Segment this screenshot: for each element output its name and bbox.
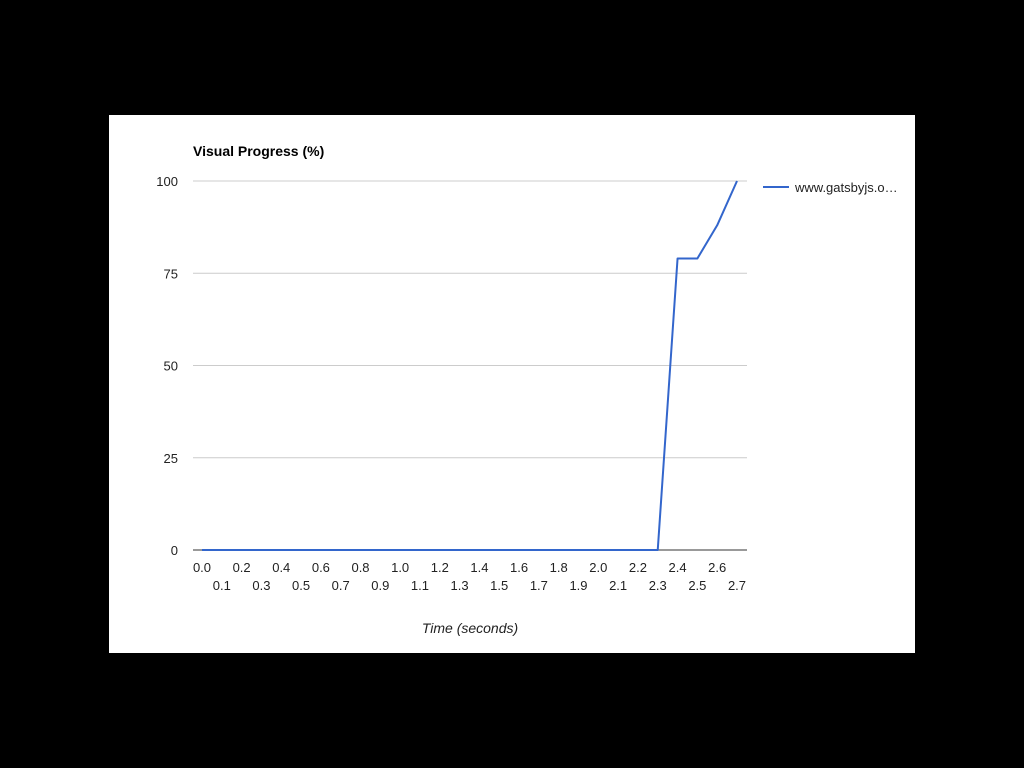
- y-tick-label: 25: [164, 451, 178, 466]
- x-tick-label: 0.0: [193, 560, 211, 575]
- y-tick-label: 75: [164, 266, 178, 281]
- y-tick-label: 100: [156, 174, 178, 189]
- x-tick-label: 2.5: [688, 578, 706, 593]
- x-tick-label: 0.4: [272, 560, 290, 575]
- y-tick-label: 50: [164, 359, 178, 374]
- x-tick-label: 2.3: [649, 578, 667, 593]
- line-chart: Visual Progress (%) 0 25 50 75 100 0.00.10.2…: [156, 143, 898, 636]
- x-tick-label: 0.9: [371, 578, 389, 593]
- x-tick-label: 2.2: [629, 560, 647, 575]
- x-tick-label: 1.7: [530, 578, 548, 593]
- y-axis-tick-labels: 0 25 50 75 100: [156, 174, 178, 558]
- x-tick-label: 0.8: [351, 560, 369, 575]
- x-axis-label: Time (seconds): [422, 620, 518, 636]
- y-tick-label: 0: [171, 543, 178, 558]
- chart-panel: Visual Progress (%) 0 25 50 75 100 0.0 0.1 0.2…: [109, 115, 915, 653]
- x-tick-label: 1.1: [411, 578, 429, 593]
- x-tick-label: 0.7: [332, 578, 350, 593]
- x-tick-label: 0.5: [292, 578, 310, 593]
- x-tick-label: 0.2: [233, 560, 251, 575]
- x-tick-label: 0.3: [252, 578, 270, 593]
- chart-title: Visual Progress (%): [193, 143, 324, 159]
- x-tick-label: 0.6: [312, 560, 330, 575]
- x-axis-tick-labels: 0.00.10.20.30.40.50.60.70.80.91.01.11.21…: [193, 560, 746, 593]
- x-tick-label: 1.4: [470, 560, 488, 575]
- x-tick-label: 1.2: [431, 560, 449, 575]
- x-tick-label: 1.8: [550, 560, 568, 575]
- series-line: [202, 180, 738, 551]
- legend-label: www.gatsbyjs.o…: [794, 180, 898, 195]
- series-lines: [202, 180, 738, 551]
- x-tick-label: 0.1: [213, 578, 231, 593]
- x-tick-label: 2.4: [669, 560, 687, 575]
- x-tick-label: 1.5: [490, 578, 508, 593]
- x-tick-label: 2.7: [728, 578, 746, 593]
- x-tick-label: 2.6: [708, 560, 726, 575]
- x-tick-label: 2.0: [589, 560, 607, 575]
- x-tick-label: 1.6: [510, 560, 528, 575]
- x-tick-label: 1.3: [451, 578, 469, 593]
- x-tick-label: 1.0: [391, 560, 409, 575]
- legend[interactable]: www.gatsbyjs.o…: [763, 180, 898, 195]
- x-tick-label: 1.9: [569, 578, 587, 593]
- gridlines: [193, 180, 747, 459]
- x-tick-label: 2.1: [609, 578, 627, 593]
